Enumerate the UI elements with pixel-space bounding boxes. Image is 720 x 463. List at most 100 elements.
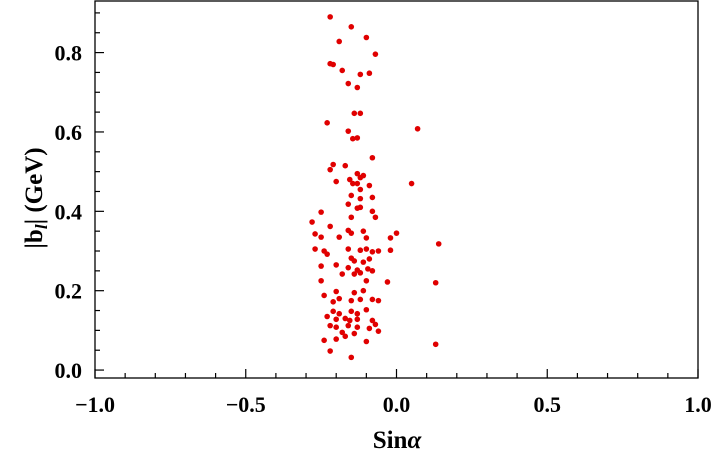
- data-point: [330, 308, 336, 315]
- data-point: [354, 135, 361, 141]
- x-tick-label: −1.0: [75, 392, 115, 417]
- data-point: [357, 247, 364, 254]
- data-point: [369, 208, 376, 215]
- data-point: [366, 325, 373, 332]
- data-point: [360, 172, 367, 179]
- data-point: [345, 322, 352, 329]
- plot-frame: [94, 0, 699, 379]
- data-point: [318, 277, 324, 284]
- data-point: [360, 287, 367, 294]
- y-tick-labels: 0.0 0.2 0.4 0.6 0.8: [55, 41, 83, 383]
- data-point: [387, 247, 394, 254]
- data-point: [360, 259, 367, 265]
- data-point: [357, 204, 364, 211]
- data-point: [354, 180, 361, 187]
- data-point: [330, 161, 336, 168]
- data-point: [414, 125, 421, 132]
- x-axis-title: Sinα: [373, 427, 423, 454]
- data-point: [321, 337, 327, 344]
- data-point: [387, 235, 394, 241]
- data-point: [348, 354, 355, 361]
- data-point: [345, 80, 352, 87]
- y-tick-label: 0.6: [55, 120, 83, 145]
- data-point: [339, 271, 346, 277]
- data-point: [354, 310, 361, 317]
- data-point: [354, 316, 361, 323]
- data-point: [349, 135, 356, 142]
- data-point: [366, 256, 373, 262]
- data-point: [366, 182, 373, 189]
- data-point: [354, 170, 361, 177]
- data-point: [312, 231, 318, 237]
- data-point: [375, 297, 382, 304]
- y-axis-title-main: |b: [21, 229, 48, 248]
- data-point: [372, 321, 379, 328]
- x-tick-label: 0.5: [534, 392, 562, 417]
- data-point: [351, 271, 358, 277]
- data-point: [369, 249, 376, 255]
- x-axis-title-main: Sin: [373, 427, 408, 454]
- data-point: [327, 223, 333, 230]
- data-point: [348, 308, 355, 315]
- data-point: [354, 84, 361, 91]
- data-point: [375, 248, 382, 254]
- data-point: [369, 317, 376, 324]
- data-point: [348, 297, 355, 304]
- data-point: [342, 315, 349, 322]
- data-point: [372, 214, 379, 221]
- data-point: [318, 209, 324, 215]
- data-point: [336, 234, 343, 240]
- x-tick-labels: −1.0 −0.5 0.0 0.5 1.0: [75, 392, 712, 417]
- data-point: [351, 110, 358, 117]
- data-point: [348, 192, 355, 199]
- data-point: [348, 214, 355, 221]
- data-point: [342, 162, 349, 169]
- data-point: [346, 317, 353, 324]
- data-point: [351, 258, 358, 264]
- data-point: [432, 341, 439, 348]
- data-point: [336, 310, 343, 317]
- data-point: [327, 348, 333, 354]
- data-point: [357, 195, 364, 202]
- data-point: [345, 201, 352, 207]
- data-point: [369, 194, 376, 201]
- data-point: [333, 262, 340, 268]
- data-point: [363, 338, 370, 345]
- data-point: [435, 241, 442, 247]
- data-point: [354, 324, 361, 331]
- data-point: [327, 14, 333, 20]
- data-point: [384, 279, 391, 285]
- data-point: [357, 296, 364, 303]
- y-axis-title: |bl| (GeV): [21, 147, 51, 248]
- x-axis-title-symbol: α: [407, 427, 422, 454]
- data-point: [375, 328, 382, 334]
- data-point: [345, 128, 352, 134]
- data-point: [312, 246, 318, 252]
- data-point: [363, 235, 370, 241]
- data-point: [393, 230, 400, 236]
- data-point: [333, 324, 340, 331]
- data-point: [333, 336, 340, 342]
- data-point: [363, 277, 370, 284]
- data-point: [333, 316, 340, 323]
- data-point: [318, 234, 324, 240]
- data-point: [321, 292, 327, 299]
- data-point: [333, 288, 340, 295]
- data-point: [345, 264, 352, 271]
- data-point: [330, 61, 336, 68]
- data-point: [324, 251, 330, 257]
- data-point: [408, 180, 415, 187]
- y-tick-label: 0.8: [55, 41, 83, 66]
- data-point: [372, 51, 379, 57]
- data-point: [348, 23, 355, 30]
- data-points: [309, 14, 442, 361]
- data-point: [309, 219, 315, 225]
- data-point: [363, 306, 370, 313]
- data-point: [333, 178, 340, 185]
- data-point: [357, 110, 364, 117]
- data-point: [363, 34, 370, 41]
- data-point: [366, 70, 373, 77]
- data-point: [339, 329, 346, 336]
- data-point: [318, 263, 324, 269]
